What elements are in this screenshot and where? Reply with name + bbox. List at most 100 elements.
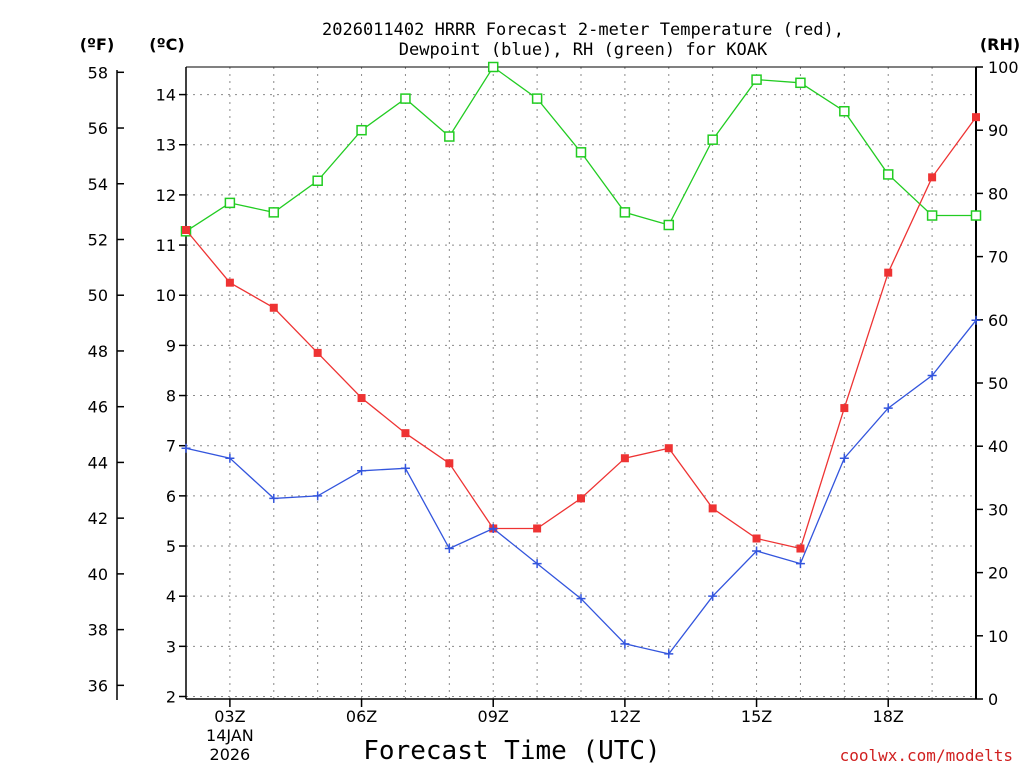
rh-point [531,93,543,104]
fahrenheit-tick-label: 52 [88,230,108,249]
temperature-point [840,404,849,413]
rh-point [487,61,499,73]
dewpoint-point [883,403,893,413]
rh-point [224,197,236,209]
rh-tick-label: 0 [988,690,998,709]
rh-point [882,169,894,180]
x-tick-year-label: 2026 [210,745,251,764]
x-tick-label: 06Z [346,707,377,726]
fahrenheit-tick-label: 58 [88,63,108,82]
dewpoint-point [225,453,235,463]
rh-point [663,219,675,231]
rh-point [970,210,982,221]
fahrenheit-tick-label: 50 [88,286,108,305]
fahrenheit-tick-label: 44 [88,453,108,472]
dewpoint-point [708,591,718,601]
dewpoint-point [400,463,410,473]
dewpoint-point [181,443,191,453]
rh-series [180,61,982,237]
dewpoint-point [927,370,937,380]
rh-point [268,207,280,218]
credit-text: coolwx.com/modelts [840,746,1013,765]
chart-title-line1: 2026011402 HRRR Forecast 2-meter Tempera… [322,20,844,40]
temperature-point [313,348,322,357]
x-tick-label: 03Z [214,707,245,726]
x-tick-label: 09Z [478,707,509,726]
rh-unit-label: (RH) [980,35,1020,54]
dewpoint-point [576,594,586,604]
temperature-point [972,113,980,122]
rh-point [575,147,587,158]
temperature-point [796,544,805,553]
x-tick-label: 12Z [609,707,640,726]
temperature-point [445,459,454,468]
fahrenheit-unit-label: (ºF) [80,35,115,54]
temperature-line [185,116,977,550]
celsius-tick-label: 14 [156,86,176,105]
dewpoint-point [620,639,630,649]
dewpoint-point [795,559,805,569]
chart-title-line2: Dewpoint (blue), RH (green) for KOAK [399,40,768,60]
fahrenheit-tick-label: 46 [88,398,108,417]
rh-point [795,77,806,89]
celsius-tick-label: 7 [166,437,176,456]
rh-point [926,210,938,221]
dewpoint-point [532,559,542,569]
temperature-point [708,504,717,513]
temperature-point [533,524,542,533]
rh-tick-label: 30 [988,500,1008,519]
fahrenheit-tick-label: 48 [88,342,108,361]
dewpoint-point [444,544,454,554]
rh-tick-label: 60 [988,311,1008,330]
rh-point [444,131,455,142]
temperature-point [269,303,278,312]
celsius-tick-label: 3 [166,637,176,656]
tick-labels: 2345678910111213143638404244464850525456… [88,58,1019,764]
celsius-tick-label: 8 [166,387,176,406]
fahrenheit-tick-label: 36 [88,676,108,695]
celsius-tick-label: 10 [156,286,176,305]
rh-point [707,134,718,145]
rh-point [356,124,367,136]
temperature-point [884,268,893,277]
fahrenheit-tick-label: 54 [88,175,108,194]
rh-tick-label: 20 [988,564,1008,583]
celsius-unit-label: (ºC) [149,35,184,54]
rh-tick-label: 10 [988,627,1008,646]
temperature-point [928,173,937,182]
rh-point [839,105,850,117]
temperature-point [401,429,410,438]
celsius-tick-label: 6 [166,487,176,506]
rh-tick-label: 70 [988,248,1008,267]
temperature-point [357,394,366,403]
dewpoint-point [357,466,367,476]
celsius-tick-label: 5 [166,537,176,556]
x-tick-date-label: 14JAN [206,726,254,745]
temperature-point [664,444,673,453]
dewpoint-point [313,491,323,501]
dewpoint-point [664,649,674,659]
celsius-tick-label: 2 [166,687,176,706]
fahrenheit-tick-label: 38 [88,621,108,640]
rh-tick-label: 50 [988,374,1008,393]
rh-point [751,74,762,85]
temperature-point [182,226,190,235]
dewpoint-series [181,315,981,659]
x-tick-label: 15Z [741,707,772,726]
rh-tick-label: 100 [988,58,1019,77]
dewpoint-point [269,493,279,503]
temperature-point [620,454,629,463]
x-tick-label: 18Z [873,707,904,726]
fahrenheit-tick-label: 42 [88,509,108,528]
axes [116,66,983,707]
rh-tick-label: 40 [988,437,1008,456]
rh-point [400,93,411,104]
x-axis-title: Forecast Time (UTC) [363,736,660,766]
fahrenheit-tick-label: 40 [88,565,108,584]
temperature-point [752,534,761,543]
celsius-tick-label: 9 [166,336,176,355]
rh-tick-label: 80 [988,184,1008,203]
celsius-tick-label: 12 [156,186,176,205]
celsius-tick-label: 13 [156,136,176,155]
